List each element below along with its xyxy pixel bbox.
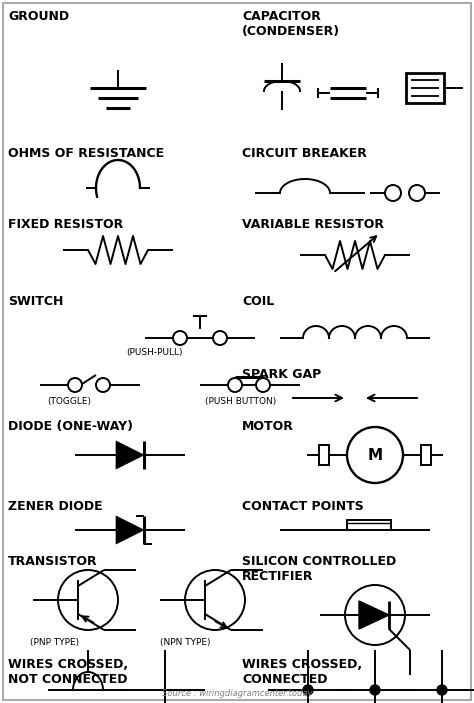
Text: M: M [367, 448, 383, 463]
Text: Source : wiringdiagramcenter.today: Source : wiringdiagramcenter.today [162, 689, 312, 698]
Text: WIRES CROSSED,
CONNECTED: WIRES CROSSED, CONNECTED [242, 658, 362, 686]
Text: OHMS OF RESISTANCE: OHMS OF RESISTANCE [8, 147, 164, 160]
FancyBboxPatch shape [406, 73, 444, 103]
Text: SPARK GAP: SPARK GAP [242, 368, 321, 381]
Circle shape [303, 685, 313, 695]
Text: ZENER DIODE: ZENER DIODE [8, 500, 103, 513]
Polygon shape [116, 516, 144, 544]
Text: (PNP TYPE): (PNP TYPE) [30, 638, 80, 647]
Text: (PUSH-PULL): (PUSH-PULL) [127, 348, 183, 357]
FancyBboxPatch shape [421, 445, 431, 465]
Text: SILICON CONTROLLED
RECTIFIER: SILICON CONTROLLED RECTIFIER [242, 555, 396, 583]
Text: FIXED RESISTOR: FIXED RESISTOR [8, 218, 123, 231]
Text: TRANSISTOR: TRANSISTOR [8, 555, 98, 568]
Circle shape [370, 685, 380, 695]
Text: DIODE (ONE-WAY): DIODE (ONE-WAY) [8, 420, 133, 433]
Text: (TOGGLE): (TOGGLE) [47, 397, 91, 406]
Circle shape [437, 685, 447, 695]
Text: COIL: COIL [242, 295, 274, 308]
Text: CIRCUIT BREAKER: CIRCUIT BREAKER [242, 147, 367, 160]
Polygon shape [359, 601, 389, 629]
Text: GROUND: GROUND [8, 10, 69, 23]
Polygon shape [116, 441, 144, 469]
Text: (PUSH BUTTON): (PUSH BUTTON) [205, 397, 276, 406]
FancyBboxPatch shape [347, 520, 391, 530]
FancyBboxPatch shape [319, 445, 329, 465]
Text: CAPACITOR
(CONDENSER): CAPACITOR (CONDENSER) [242, 10, 340, 38]
Text: SWITCH: SWITCH [8, 295, 64, 308]
Text: MOTOR: MOTOR [242, 420, 294, 433]
Text: CONTACT POINTS: CONTACT POINTS [242, 500, 364, 513]
Text: (NPN TYPE): (NPN TYPE) [160, 638, 210, 647]
Text: VARIABLE RESISTOR: VARIABLE RESISTOR [242, 218, 384, 231]
Text: WIRES CROSSED,
NOT CONNECTED: WIRES CROSSED, NOT CONNECTED [8, 658, 128, 686]
